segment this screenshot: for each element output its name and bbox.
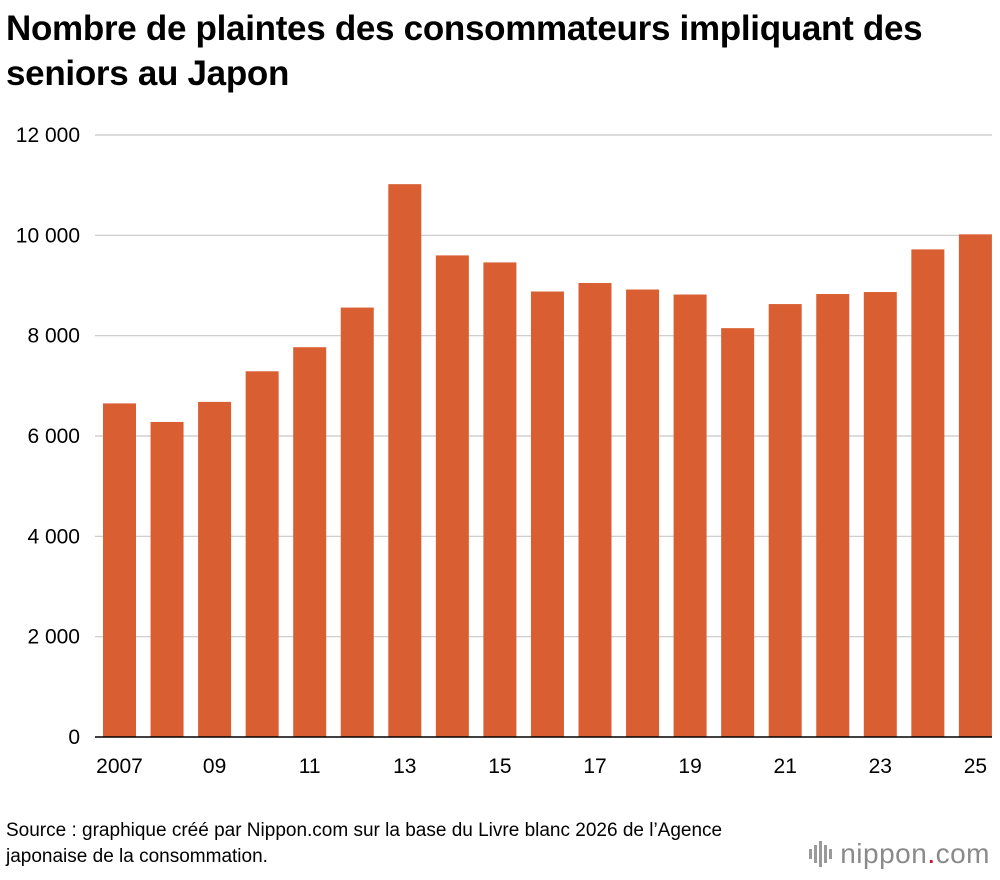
bar-12 [340,307,374,737]
bar-chart: 0 2 000 4 000 6 000 8 000 10 000 12 000 2007 09… [16,124,992,778]
bar-25 [958,234,992,737]
x-tick-label: 09 [203,755,226,778]
source-note: Source : graphique créé par Nippon.com s… [6,820,723,867]
logo-dot: . [927,838,936,869]
bar-15 [483,262,517,737]
x-tick-label: 23 [869,755,892,778]
bar-09 [198,401,232,737]
bar-08 [150,421,184,737]
bars [103,184,992,737]
bar-13 [388,184,422,737]
y-tick-label: 8 000 [27,325,80,348]
logo-name-text: nippon [840,838,928,869]
y-tick-label: 6 000 [27,425,80,448]
bar-17 [578,282,612,737]
bar-16 [530,291,564,737]
x-axis-tick-labels: 2007 09 11 13 15 17 19 21 23 25 [96,755,987,778]
x-tick-label: 15 [488,755,511,778]
y-tick-label: 12 000 [16,124,80,147]
bar-14 [435,255,469,737]
nippon-logo-text: nippon.com [840,838,990,870]
y-tick-label: 2 000 [27,626,80,649]
y-tick-label: 0 [68,726,80,749]
y-axis-tick-labels: 0 2 000 4 000 6 000 8 000 10 000 12 000 [16,124,80,749]
bar-24 [911,249,945,737]
x-tick-label: 25 [964,755,987,778]
x-tick-label: 19 [678,755,701,778]
bar-20 [721,328,755,737]
bar-10 [245,371,279,737]
y-tick-label: 4 000 [27,525,80,548]
bar-23 [863,292,897,737]
bar-11 [293,347,327,737]
nippon-logo-mark-icon [809,840,833,868]
nippon-com-logo[interactable]: nippon.com [809,838,990,870]
bar-2007 [103,403,136,737]
logo-tld-text: com [935,838,990,869]
x-tick-label: 17 [583,755,606,778]
chart-title: Nombre de plaintes des consommateurs imp… [6,9,923,93]
y-tick-label: 10 000 [16,224,80,247]
x-tick-label: 11 [299,755,321,778]
bar-19 [673,294,707,737]
x-tick-label: 13 [393,755,416,778]
bar-18 [626,289,660,737]
x-tick-label: 21 [774,755,797,778]
bar-22 [816,294,850,737]
x-tick-label: 2007 [96,755,143,778]
bar-21 [768,304,802,737]
